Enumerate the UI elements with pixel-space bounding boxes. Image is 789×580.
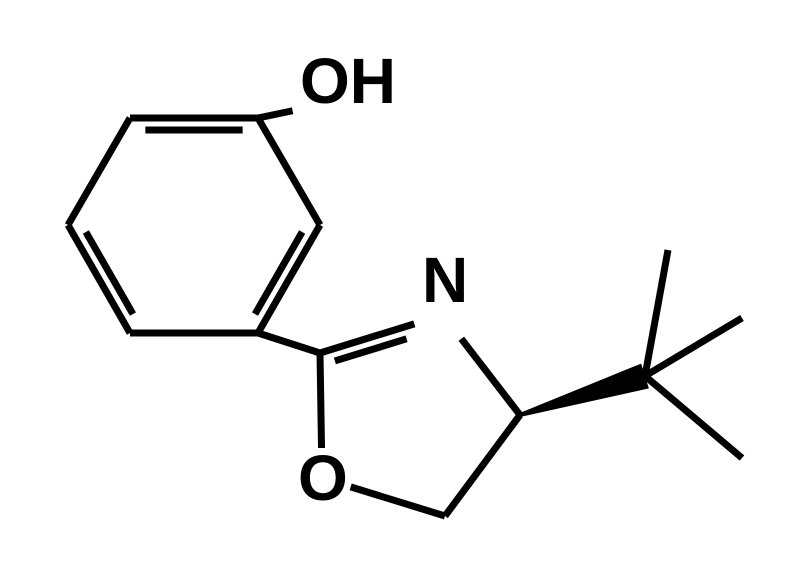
atom-label-o: O: [298, 442, 348, 514]
atom-label-n: N: [422, 244, 468, 316]
molecule-diagram: OH N O: [0, 0, 789, 580]
atom-label-oh: OH: [300, 45, 396, 117]
